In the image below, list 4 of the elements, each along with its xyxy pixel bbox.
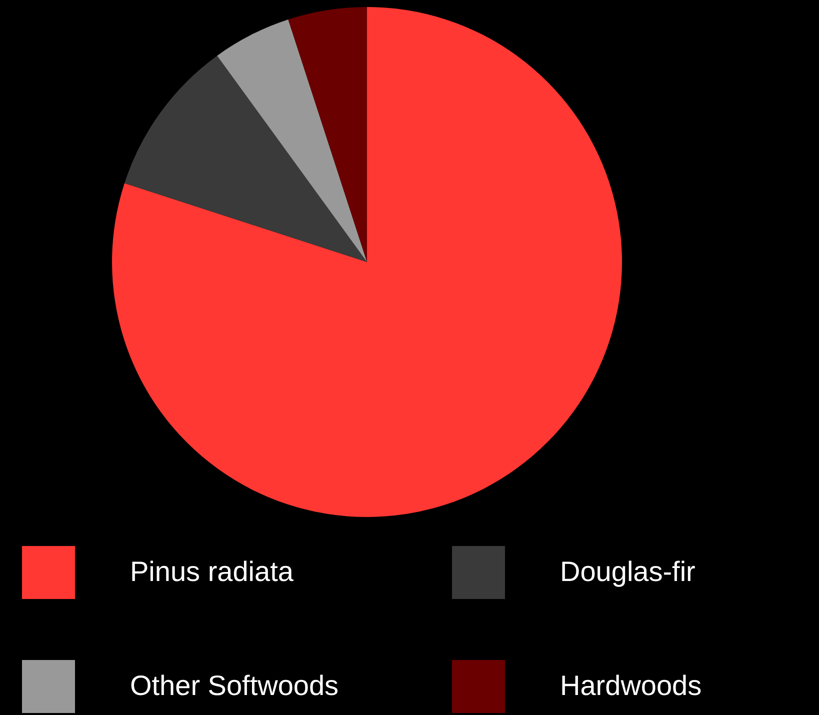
legend-label: Douglas-fir	[560, 556, 696, 588]
legend-label: Other Softwoods	[130, 670, 339, 702]
legend-label: Pinus radiata	[130, 556, 294, 588]
legend-label: Hardwoods	[560, 670, 702, 702]
